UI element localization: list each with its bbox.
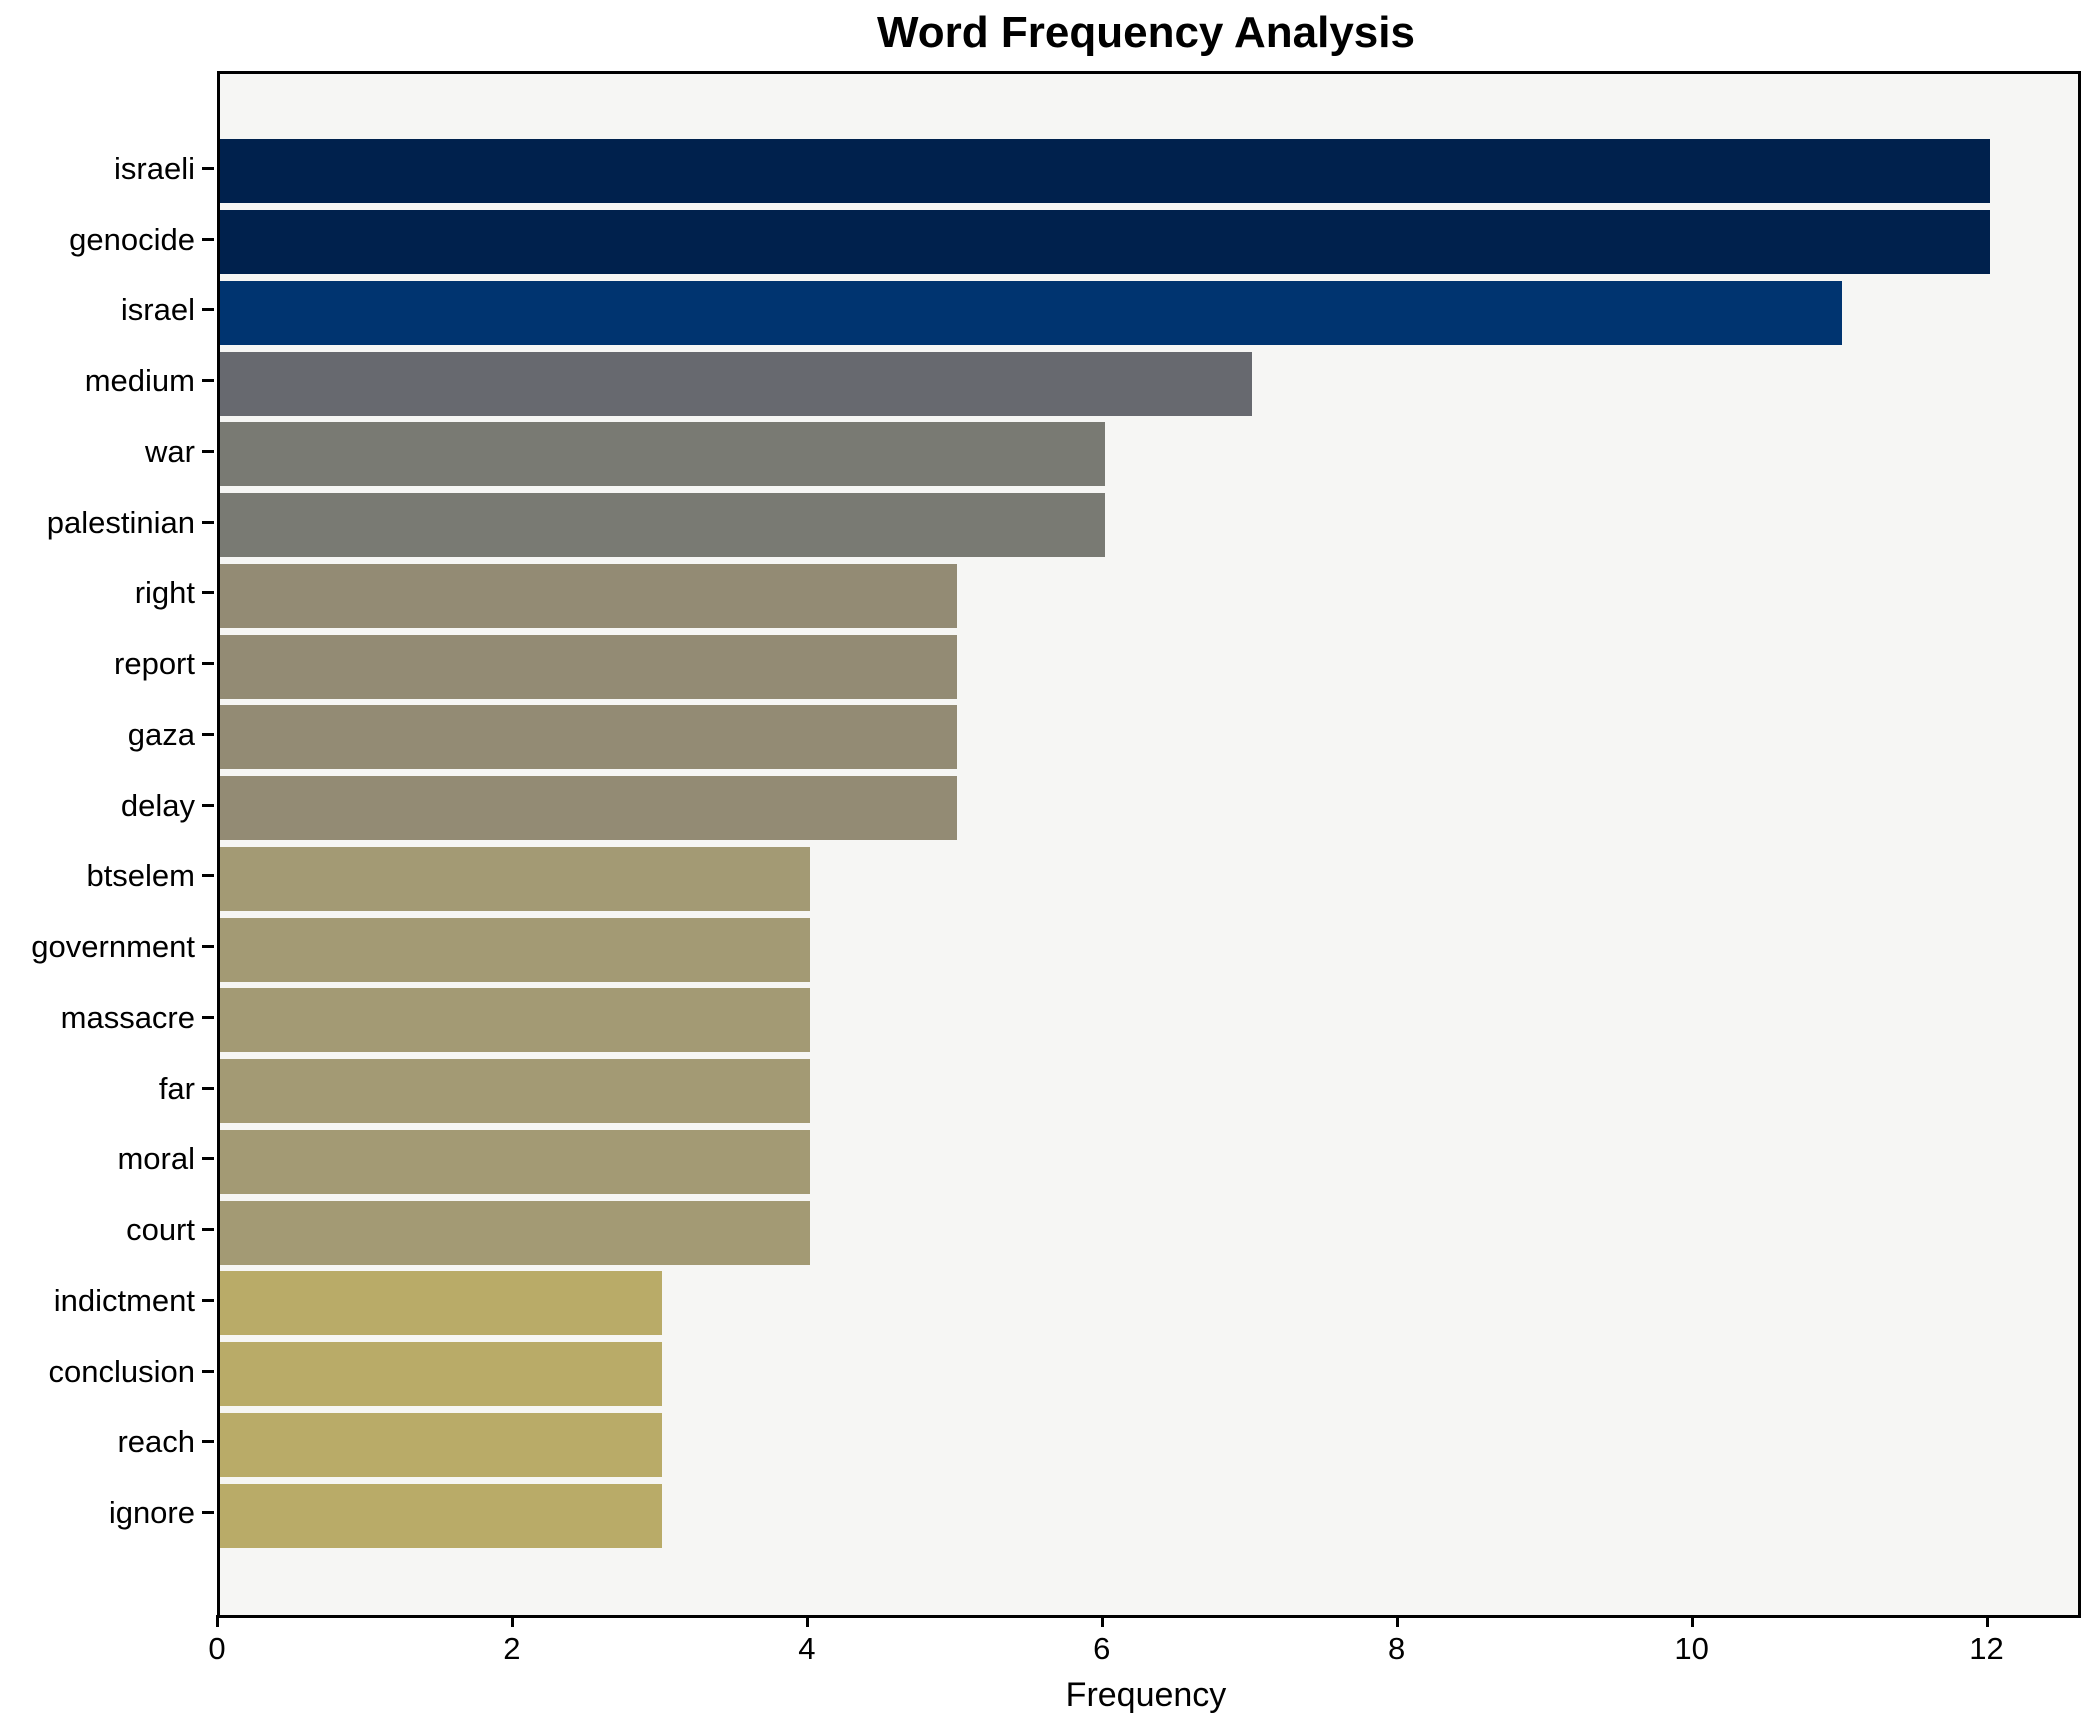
- x-tick-0: [216, 1615, 219, 1627]
- bar-medium: [220, 351, 1253, 416]
- x-tick-label-4: 4: [798, 1631, 816, 1666]
- bar-moral: [220, 1129, 810, 1194]
- x-tick-4: [805, 1615, 809, 1627]
- bar-massacre: [220, 988, 810, 1053]
- y-label-indictment: indictment: [53, 1282, 195, 1318]
- y-label-court: court: [126, 1212, 195, 1248]
- y-tick-btselem: [202, 874, 214, 878]
- bar-conclusion: [220, 1342, 663, 1407]
- x-axis: 0 2 4 6 8 10 12: [208, 1615, 2075, 1705]
- y-tick-moral: [202, 1157, 214, 1161]
- y-tick-massacre: [202, 1015, 214, 1019]
- bar-far: [220, 1059, 810, 1124]
- y-label-massacre: massacre: [60, 999, 195, 1035]
- y-tick-war: [202, 449, 214, 453]
- y-tick-report: [202, 662, 214, 666]
- plot-area: [217, 71, 2081, 1618]
- bar-delay: [220, 776, 958, 841]
- y-tick-ignore: [202, 1511, 214, 1515]
- bar-israeli: [220, 139, 1990, 204]
- x-tick-10: [1690, 1615, 1694, 1627]
- y-label-btselem: btselem: [86, 858, 195, 894]
- x-tick-label-10: 10: [1674, 1631, 1709, 1666]
- y-label-war: war: [145, 433, 195, 469]
- y-label-genocide: genocide: [69, 221, 195, 257]
- y-tick-indictment: [202, 1298, 214, 1302]
- x-tick-label-6: 6: [1093, 1631, 1111, 1666]
- bar-palestinian: [220, 493, 1105, 558]
- y-tick-medium: [202, 379, 214, 383]
- y-label-israel: israel: [120, 292, 195, 328]
- x-tick-label-0: 0: [208, 1631, 226, 1666]
- y-tick-court: [202, 1228, 214, 1232]
- bar-court: [220, 1200, 810, 1265]
- bar-btselem: [220, 846, 810, 911]
- y-label-report: report: [114, 646, 195, 682]
- x-tick-label-2: 2: [503, 1631, 521, 1666]
- bar-war: [220, 422, 1105, 487]
- y-axis: israeli genocide israel medium war palestinia…: [0, 0, 217, 1722]
- bar-israel: [220, 280, 1843, 345]
- y-tick-israeli: [202, 166, 214, 170]
- y-label-delay: delay: [120, 787, 195, 823]
- y-tick-far: [202, 1086, 214, 1090]
- y-tick-israel: [202, 308, 214, 312]
- y-tick-palestinian: [202, 520, 214, 524]
- y-tick-genocide: [202, 237, 214, 241]
- y-label-israeli: israeli: [114, 150, 195, 186]
- y-label-far: far: [158, 1070, 195, 1106]
- bar-right: [220, 563, 958, 628]
- y-tick-gaza: [202, 732, 214, 736]
- bar-government: [220, 917, 810, 982]
- y-tick-conclusion: [202, 1369, 214, 1373]
- chart-title: Word Frequency Analysis: [877, 8, 1415, 57]
- y-label-palestinian: palestinian: [46, 504, 195, 540]
- bar-gaza: [220, 705, 958, 770]
- y-label-ignore: ignore: [108, 1495, 195, 1531]
- y-label-government: government: [31, 929, 195, 965]
- bar-ignore: [220, 1483, 663, 1548]
- x-tick-label-8: 8: [1388, 1631, 1406, 1666]
- bars-container: [220, 74, 2078, 1615]
- y-label-gaza: gaza: [127, 716, 195, 752]
- y-tick-government: [202, 945, 214, 949]
- y-label-medium: medium: [84, 363, 195, 399]
- x-tick-6: [1100, 1615, 1104, 1627]
- bar-genocide: [220, 210, 1990, 275]
- x-tick-12: [1985, 1615, 1989, 1627]
- y-tick-reach: [202, 1440, 214, 1444]
- y-tick-delay: [202, 803, 214, 807]
- bar-indictment: [220, 1271, 663, 1336]
- y-tick-right: [202, 591, 214, 595]
- bar-reach: [220, 1412, 663, 1477]
- bar-report: [220, 634, 958, 699]
- x-tick-2: [510, 1615, 514, 1627]
- y-label-conclusion: conclusion: [48, 1353, 195, 1389]
- x-axis-label: Frequency: [1065, 1676, 1227, 1714]
- x-tick-label-12: 12: [1969, 1631, 2004, 1666]
- y-label-reach: reach: [117, 1424, 195, 1460]
- y-label-right: right: [134, 575, 195, 611]
- y-label-moral: moral: [117, 1141, 195, 1177]
- x-tick-8: [1395, 1615, 1399, 1627]
